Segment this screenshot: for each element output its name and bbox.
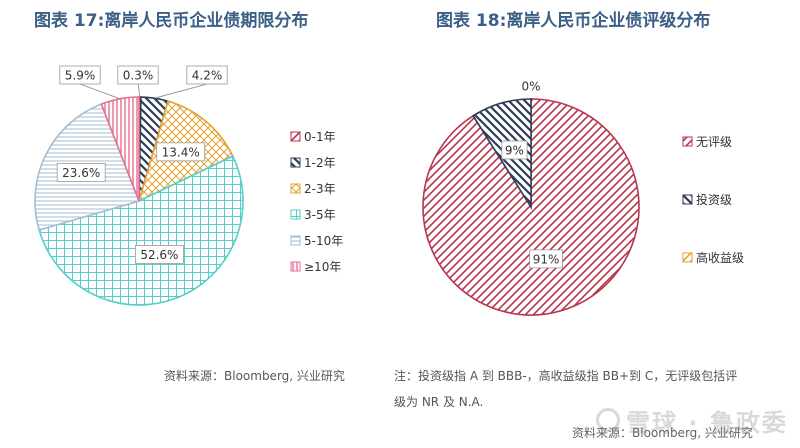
legend-swatch-3-5 [290, 209, 301, 220]
pie-slice-10 [100, 96, 140, 202]
legend-swatch-r0 [682, 136, 693, 147]
data-label-5-10-box [56, 163, 106, 182]
pie-17-data-labels: 0.3% 4.2% 13.4% 52.6% 23.6% 5.9% [56, 65, 228, 264]
leader-line-1-2 [154, 83, 208, 99]
data-label-0-1-box [117, 65, 159, 85]
source-note-right: 资料来源：Bloomberg, 兴业研究 [572, 426, 753, 440]
legend-label-r2: 高收益级 [696, 250, 744, 265]
data-label-item: 9% [505, 143, 524, 157]
legend-swatch-2-3 [290, 183, 301, 194]
footnote-line-2: 级为 NR 及 N.A. [394, 395, 484, 409]
legend-label-5-10: 5-10年 [304, 234, 343, 248]
legend-label-3-5: 3-5年 [304, 208, 336, 222]
data-label-item: 91% [533, 252, 560, 266]
watermark: 雪球 · 鲁政委 [626, 409, 788, 437]
data-label-0-1: 0.3% [123, 69, 154, 83]
legend-label-r1: 投资级 [696, 192, 732, 207]
data-label-10-box [59, 65, 101, 85]
data-label-item-box [529, 249, 563, 269]
data-label-item-box [501, 140, 528, 160]
data-label-2-3: 13.4% [162, 145, 200, 159]
chart-17-title: 图表 17:离岸人民币企业债期限分布 [34, 11, 309, 31]
legend-swatch-r2 [682, 252, 693, 263]
legend-label-2-3: 2-3年 [304, 182, 336, 196]
footnote-line-1: 注：投资级指 A 到 BBB-，高收益级指 BB+到 C，无评级包括评 [394, 369, 738, 383]
pie-18-data-labels: 0% 91% 9% [501, 80, 563, 269]
legend-label-10: ≥10年 [304, 260, 341, 274]
data-label-3-5: 52.6% [140, 248, 178, 262]
data-label-2-3-box [156, 142, 206, 162]
legend-swatch-r1 [682, 194, 693, 205]
data-label-1-2-box [186, 65, 228, 85]
legend-17: 0-1年 1-2年 2-3年 3-5年 5-10年 ≥10年 [290, 130, 343, 274]
legend-label-r0: 无评级 [696, 135, 732, 149]
data-label-1-2: 4.2% [192, 69, 223, 83]
leader-line-0-1 [137, 83, 141, 98]
chart-18-title: 图表 18:离岸人民币企业债评级分布 [436, 11, 711, 31]
legend-label-0-1: 0-1年 [304, 130, 336, 144]
data-label-10: 5.9% [65, 69, 96, 83]
source-note-left: 资料来源：Bloomberg, 兴业研究 [164, 369, 345, 383]
legend-swatch-0-1 [290, 131, 301, 142]
data-label-item: 0% [521, 80, 540, 94]
legend-swatch-5-10 [290, 235, 301, 246]
leader-line-10 [79, 83, 120, 100]
snowball-logo-icon [596, 408, 620, 432]
legend-swatch-10 [290, 261, 301, 272]
legend-label-1-2: 1-2年 [304, 156, 336, 170]
pie-slice-3-5 [38, 155, 244, 306]
legend-swatch-1-2 [290, 157, 301, 168]
data-label-3-5-box [134, 245, 184, 264]
pie-18 [422, 98, 640, 316]
pie-17-leaders [79, 83, 208, 100]
pie-17 [34, 96, 244, 306]
data-label-5-10: 23.6% [62, 166, 100, 180]
